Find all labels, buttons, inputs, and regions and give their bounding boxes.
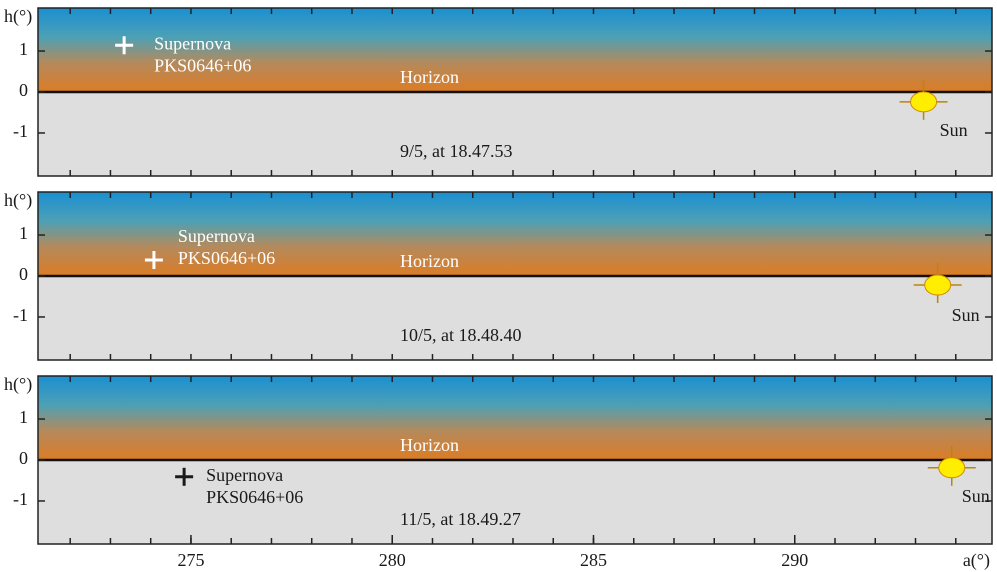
y-tick-label: 1 [19,407,28,427]
point-label: Supernova [154,33,231,53]
x-tick-label: 290 [781,550,808,570]
horizon-label: Horizon [400,435,459,455]
y-tick-label: -1 [13,305,28,325]
caption: 11/5, at 18.49.27 [400,509,521,529]
y-tick-label: 1 [19,223,28,243]
horizon-label: Horizon [400,251,459,271]
point-label: PKS0646+06 [154,55,251,75]
y-tick-label: 0 [19,264,28,284]
y-tick-label: 0 [19,80,28,100]
x-axis-label: a(°) [963,550,990,571]
figure: Horizon 9/5, at 18.47.53 h(°) -1 0 1 Supernova… [0,0,997,572]
sun-disc [925,275,951,295]
x-tick-label: 275 [177,550,204,570]
point-label: Sun [952,305,980,325]
ground [38,276,992,360]
point-label: Supernova [178,226,255,246]
y-axis-label: h(°) [4,6,32,27]
point-label: Supernova [206,465,283,485]
x-tick-label: 280 [379,550,406,570]
sun-disc [939,458,965,478]
point-label: Sun [940,120,968,140]
ground [38,92,992,176]
caption: 9/5, at 18.47.53 [400,141,513,161]
caption: 10/5, at 18.48.40 [400,325,522,345]
point-label: PKS0646+06 [206,487,303,507]
point-label: PKS0646+06 [178,248,275,268]
sky [38,376,992,460]
horizon-label: Horizon [400,67,459,87]
y-tick-label: -1 [13,121,28,141]
y-tick-label: -1 [13,489,28,509]
y-axis-label: h(°) [4,190,32,211]
sun-disc [911,92,937,112]
ground [38,460,992,544]
y-axis-label: h(°) [4,374,32,395]
point-label: Sun [962,486,990,506]
x-tick-label: 285 [580,550,607,570]
y-tick-label: 0 [19,448,28,468]
y-tick-label: 1 [19,39,28,59]
